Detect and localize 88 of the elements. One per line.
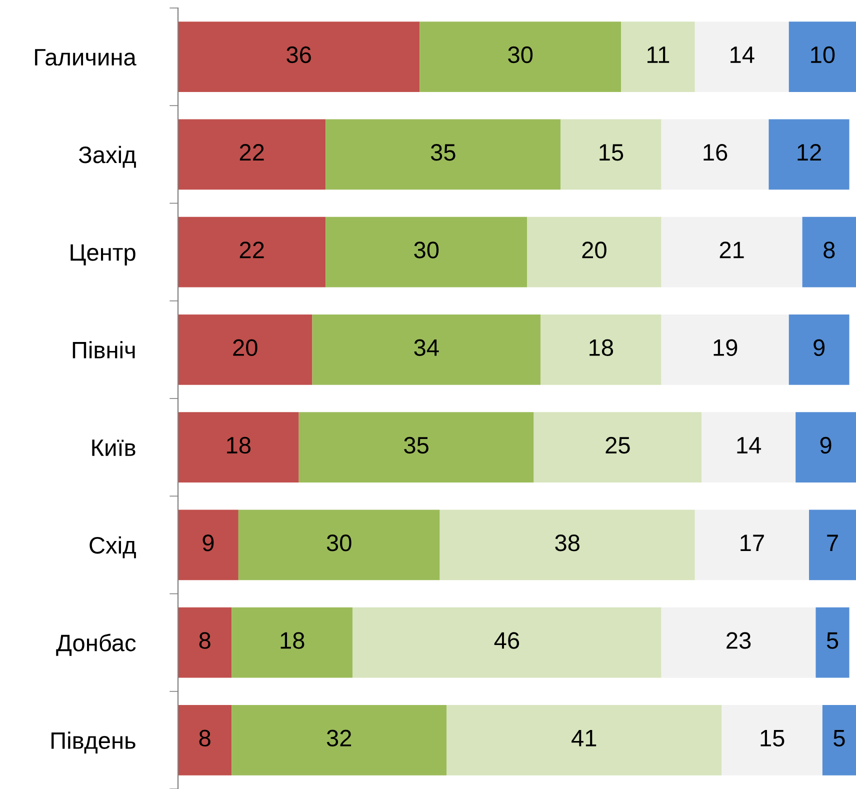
- bar: [440, 510, 695, 580]
- y-tick-label: Донбас: [56, 634, 136, 656]
- bar: [661, 314, 789, 385]
- data-label: 14: [737, 437, 762, 454]
- data-label: 15: [600, 144, 624, 161]
- bar: [178, 607, 232, 678]
- bar: [796, 412, 856, 482]
- bar: [534, 412, 702, 482]
- bar: [232, 607, 353, 678]
- data-label: 35: [404, 436, 428, 454]
- data-label: 7: [827, 534, 838, 552]
- bar: [178, 705, 232, 776]
- data-label: 38: [555, 534, 580, 552]
- data-label: 9: [202, 534, 214, 552]
- y-tick-label: Південь: [52, 732, 136, 754]
- bar: [527, 216, 662, 288]
- bar: [298, 412, 534, 482]
- bar: [822, 705, 856, 776]
- bar: [232, 705, 447, 776]
- data-label: 8: [199, 730, 210, 747]
- data-label: 18: [590, 339, 614, 356]
- bar: [722, 705, 822, 776]
- data-label: 22: [240, 144, 264, 161]
- bar: [768, 119, 850, 190]
- y-tick-label: Північ: [72, 341, 135, 358]
- y-tick-label: Київ: [92, 440, 136, 456]
- data-label: 8: [199, 632, 210, 649]
- data-label: 23: [726, 632, 751, 649]
- y-tick-label: Схід: [90, 536, 136, 558]
- y-tick-label: Галичина: [35, 49, 136, 66]
- data-label: 30: [508, 46, 533, 64]
- bar: [802, 216, 856, 288]
- bar: [694, 510, 810, 580]
- data-label: 18: [280, 632, 304, 649]
- data-label: 14: [730, 46, 754, 63]
- bar: [560, 119, 662, 190]
- data-label: 17: [740, 534, 764, 552]
- bar: [694, 22, 789, 92]
- data-label: 5: [834, 730, 845, 747]
- bar: [178, 314, 312, 385]
- data-label: 20: [233, 339, 258, 356]
- bar: [326, 119, 561, 190]
- bar: [661, 119, 769, 190]
- data-label: 32: [326, 730, 352, 747]
- bar: [326, 216, 528, 288]
- data-label: 25: [606, 436, 630, 454]
- data-label: 36: [286, 46, 311, 64]
- bar: [178, 119, 326, 190]
- bar: [178, 412, 299, 482]
- data-label: 34: [414, 339, 439, 356]
- data-label: 41: [572, 730, 596, 746]
- bar: [238, 510, 440, 580]
- bar: [446, 705, 722, 776]
- data-label: 5: [826, 632, 838, 649]
- bar: [661, 216, 802, 288]
- bar: [816, 607, 850, 678]
- data-label: 20: [582, 242, 606, 258]
- y-tick-label: Центр: [70, 244, 136, 266]
- data-label: 30: [414, 242, 439, 258]
- y-tick-label: Захід: [78, 146, 136, 168]
- bar: [661, 607, 816, 678]
- data-label: 11: [648, 46, 670, 63]
- bar: [788, 314, 850, 385]
- data-label: 22: [240, 242, 264, 258]
- bar: [178, 216, 326, 288]
- bar: [621, 22, 695, 92]
- bar: [352, 607, 662, 678]
- data-label: 9: [820, 436, 832, 454]
- data-label: 30: [326, 534, 352, 552]
- data-label: 35: [430, 144, 456, 161]
- bar: [312, 314, 540, 385]
- data-label: 16: [704, 144, 728, 161]
- data-label: 10: [811, 46, 835, 64]
- bar: [788, 22, 856, 92]
- data-label: 8: [824, 242, 835, 258]
- data-label: 9: [814, 339, 825, 356]
- data-label: 18: [227, 436, 251, 454]
- data-label: 19: [714, 339, 738, 356]
- bar: [178, 22, 420, 92]
- bar: [420, 22, 622, 92]
- data-label: 15: [760, 730, 784, 747]
- data-label: 12: [798, 144, 821, 161]
- bar: [809, 510, 856, 580]
- data-label: 21: [720, 242, 744, 258]
- bar: [540, 314, 662, 385]
- bar: [178, 510, 238, 580]
- bar: [702, 412, 796, 482]
- data-label: 46: [494, 632, 520, 649]
